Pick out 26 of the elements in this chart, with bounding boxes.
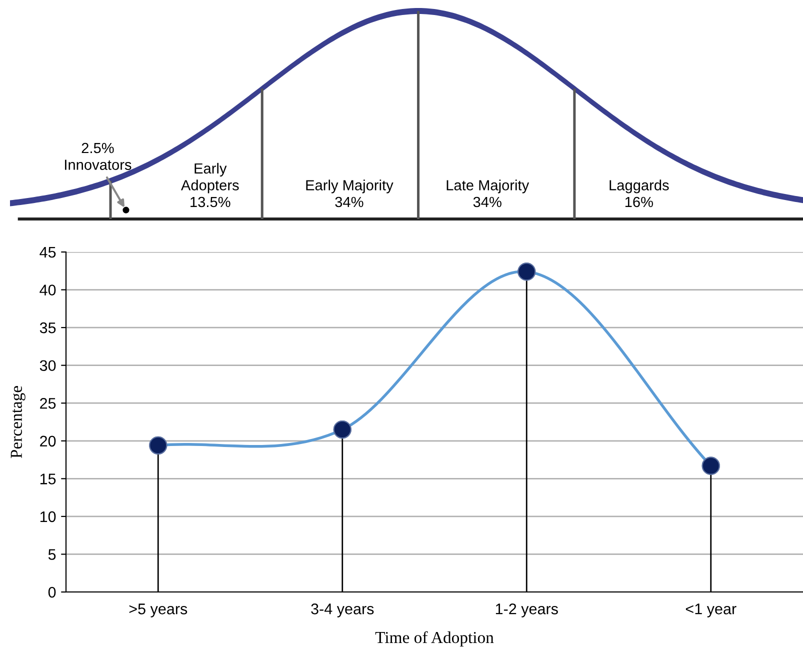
- data-label: 34%: [473, 196, 502, 208]
- x-tick-label: 1-2 years: [496, 604, 558, 618]
- y-tick-label: 25: [40, 398, 56, 409]
- category-label: Innovators: [65, 160, 132, 170]
- x-tick-label: 3-4 years: [311, 604, 374, 618]
- data-label: 2.5%: [82, 142, 114, 154]
- y-tick-label: 10: [40, 511, 56, 522]
- x-axis-title: Time of Adoption: [375, 631, 494, 647]
- y-tick-label: 0: [48, 586, 56, 598]
- x-tick-label: <1 year: [686, 604, 736, 618]
- data-label: 13.5%: [190, 196, 230, 208]
- data-label: 16%: [625, 196, 653, 208]
- y-tick-label: 35: [40, 322, 56, 334]
- category-label: Laggards: [610, 180, 669, 194]
- y-tick-label: 20: [40, 436, 56, 447]
- category-label: Late Majority: [446, 180, 530, 194]
- y-tick-label: 45: [40, 247, 56, 258]
- y-tick-label: 5: [48, 549, 56, 560]
- y-tick-label: 15: [40, 474, 56, 484]
- category-label: Early Adopters: [180, 162, 239, 194]
- data-label: 34%: [335, 196, 364, 208]
- y-axis-title: Percentage: [10, 386, 26, 458]
- y-tick-label: 40: [40, 284, 56, 296]
- category-label: Early Majority: [306, 180, 394, 194]
- x-tick-label: >5 years: [129, 604, 188, 618]
- y-tick-label: 30: [40, 360, 56, 372]
